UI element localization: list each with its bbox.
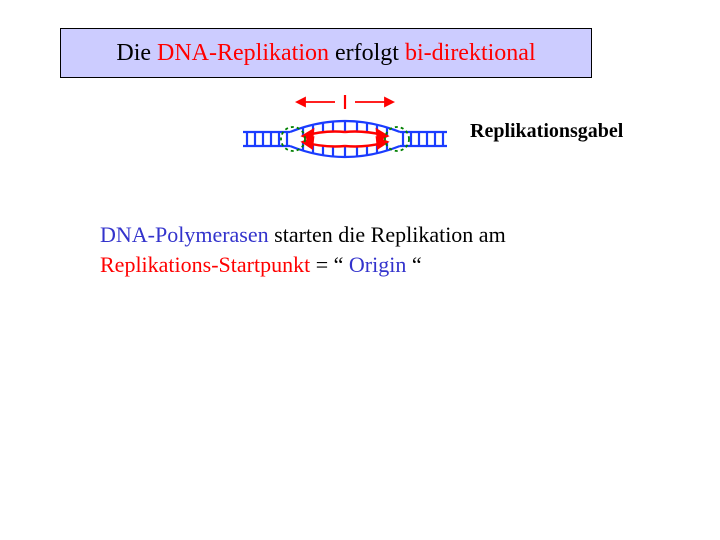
title-part-2: erfolgt — [329, 40, 405, 67]
body-part-5: “ — [406, 252, 421, 277]
body-part-3: = “ — [310, 252, 349, 277]
body-part-4: Origin — [349, 252, 406, 277]
title-part-1: DNA-Replikation — [157, 40, 329, 67]
body-part-2: Replikations-Startpunkt — [100, 252, 310, 277]
title-part-3: bi-direktional — [405, 40, 536, 67]
dna-bubble-svg — [235, 92, 455, 172]
title-part-0: Die — [116, 40, 157, 67]
body-part-0: DNA-Polymerasen — [100, 222, 269, 247]
title-box: Die DNA-Replikation erfolgt bi-direktion… — [60, 28, 592, 78]
body-part-1: starten die Replikation am — [269, 222, 512, 247]
replication-diagram — [235, 92, 455, 172]
fork-label: Replikationsgabel — [470, 120, 623, 143]
body-text: DNA-Polymerasen starten die Replikation … — [100, 220, 620, 279]
